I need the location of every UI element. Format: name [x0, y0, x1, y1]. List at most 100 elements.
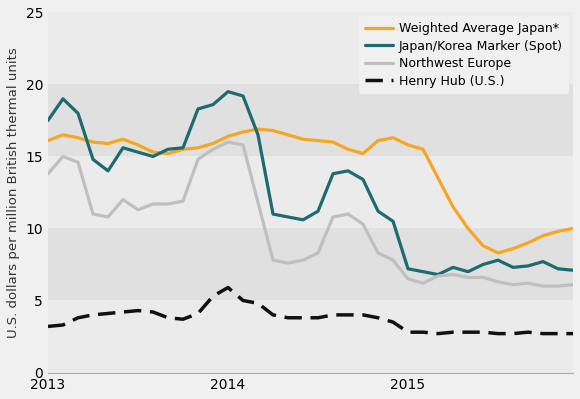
Japan/Korea Marker (Spot)	[255, 132, 262, 137]
Weighted Average Japan*	[270, 128, 277, 133]
Northwest Europe	[180, 199, 187, 203]
Japan/Korea Marker (Spot)	[165, 147, 172, 152]
Henry Hub (U.S.)	[224, 285, 231, 290]
Japan/Korea Marker (Spot)	[74, 111, 81, 116]
Weighted Average Japan*	[209, 141, 216, 146]
Northwest Europe	[480, 275, 487, 280]
Weighted Average Japan*	[390, 135, 397, 140]
Northwest Europe	[554, 284, 561, 288]
Weighted Average Japan*	[329, 140, 336, 144]
Weighted Average Japan*	[375, 138, 382, 143]
Japan/Korea Marker (Spot)	[314, 209, 321, 213]
Line: Henry Hub (U.S.): Henry Hub (U.S.)	[48, 288, 573, 334]
Japan/Korea Marker (Spot)	[465, 269, 472, 274]
Weighted Average Japan*	[285, 132, 292, 137]
Northwest Europe	[360, 222, 367, 227]
Northwest Europe	[450, 272, 456, 277]
Northwest Europe	[194, 157, 201, 162]
Henry Hub (U.S.)	[194, 311, 201, 316]
Weighted Average Japan*	[104, 141, 111, 146]
Northwest Europe	[524, 281, 531, 286]
Henry Hub (U.S.)	[480, 330, 487, 335]
Northwest Europe	[224, 140, 231, 144]
Henry Hub (U.S.)	[270, 312, 277, 317]
Northwest Europe	[135, 207, 142, 212]
Northwest Europe	[390, 258, 397, 263]
Weighted Average Japan*	[89, 140, 96, 144]
Weighted Average Japan*	[194, 145, 201, 150]
Bar	[48, 300, 573, 373]
Northwest Europe	[255, 200, 262, 205]
Weighted Average Japan*	[405, 142, 412, 147]
Weighted Average Japan*	[119, 137, 126, 142]
Weighted Average Japan*	[150, 150, 157, 154]
Henry Hub (U.S.)	[104, 311, 111, 316]
Northwest Europe	[209, 147, 216, 152]
Northwest Europe	[45, 171, 52, 176]
Japan/Korea Marker (Spot)	[345, 168, 351, 173]
Line: Japan/Korea Marker (Spot): Japan/Korea Marker (Spot)	[48, 92, 573, 275]
Henry Hub (U.S.)	[135, 308, 142, 313]
Japan/Korea Marker (Spot)	[224, 89, 231, 94]
Japan/Korea Marker (Spot)	[539, 259, 546, 264]
Northwest Europe	[119, 197, 126, 202]
Weighted Average Japan*	[465, 226, 472, 231]
Northwest Europe	[570, 282, 577, 287]
Northwest Europe	[510, 282, 517, 287]
Bar	[48, 12, 573, 85]
Northwest Europe	[60, 154, 67, 159]
Northwest Europe	[434, 274, 441, 279]
Japan/Korea Marker (Spot)	[240, 94, 246, 99]
Japan/Korea Marker (Spot)	[285, 215, 292, 219]
Northwest Europe	[240, 142, 246, 147]
Northwest Europe	[465, 275, 472, 280]
Northwest Europe	[495, 279, 502, 284]
Japan/Korea Marker (Spot)	[554, 267, 561, 271]
Weighted Average Japan*	[434, 176, 441, 180]
Northwest Europe	[419, 281, 426, 286]
Henry Hub (U.S.)	[570, 331, 577, 336]
Weighted Average Japan*	[224, 134, 231, 139]
Japan/Korea Marker (Spot)	[135, 150, 142, 154]
Bar	[48, 229, 573, 300]
Weighted Average Japan*	[524, 241, 531, 245]
Henry Hub (U.S.)	[89, 312, 96, 317]
Henry Hub (U.S.)	[60, 322, 67, 327]
Japan/Korea Marker (Spot)	[390, 219, 397, 224]
Henry Hub (U.S.)	[375, 315, 382, 320]
Henry Hub (U.S.)	[345, 312, 351, 317]
Henry Hub (U.S.)	[329, 312, 336, 317]
Northwest Europe	[345, 212, 351, 217]
Weighted Average Japan*	[495, 251, 502, 255]
Japan/Korea Marker (Spot)	[329, 171, 336, 176]
Weighted Average Japan*	[45, 138, 52, 143]
Henry Hub (U.S.)	[255, 301, 262, 306]
Bar	[48, 156, 573, 229]
Henry Hub (U.S.)	[119, 310, 126, 314]
Japan/Korea Marker (Spot)	[150, 154, 157, 159]
Henry Hub (U.S.)	[299, 315, 306, 320]
Line: Weighted Average Japan*: Weighted Average Japan*	[48, 129, 573, 253]
Henry Hub (U.S.)	[554, 331, 561, 336]
Japan/Korea Marker (Spot)	[180, 145, 187, 150]
Weighted Average Japan*	[299, 137, 306, 142]
Henry Hub (U.S.)	[539, 331, 546, 336]
Weighted Average Japan*	[554, 229, 561, 234]
Weighted Average Japan*	[570, 226, 577, 231]
Japan/Korea Marker (Spot)	[60, 97, 67, 101]
Henry Hub (U.S.)	[434, 331, 441, 336]
Henry Hub (U.S.)	[240, 298, 246, 303]
Henry Hub (U.S.)	[150, 310, 157, 314]
Northwest Europe	[285, 261, 292, 265]
Weighted Average Japan*	[345, 147, 351, 152]
Japan/Korea Marker (Spot)	[480, 262, 487, 267]
Weighted Average Japan*	[419, 147, 426, 152]
Henry Hub (U.S.)	[510, 331, 517, 336]
Northwest Europe	[405, 277, 412, 281]
Japan/Korea Marker (Spot)	[510, 265, 517, 270]
Japan/Korea Marker (Spot)	[360, 177, 367, 182]
Henry Hub (U.S.)	[285, 315, 292, 320]
Japan/Korea Marker (Spot)	[270, 212, 277, 217]
Weighted Average Japan*	[360, 151, 367, 156]
Henry Hub (U.S.)	[165, 315, 172, 320]
